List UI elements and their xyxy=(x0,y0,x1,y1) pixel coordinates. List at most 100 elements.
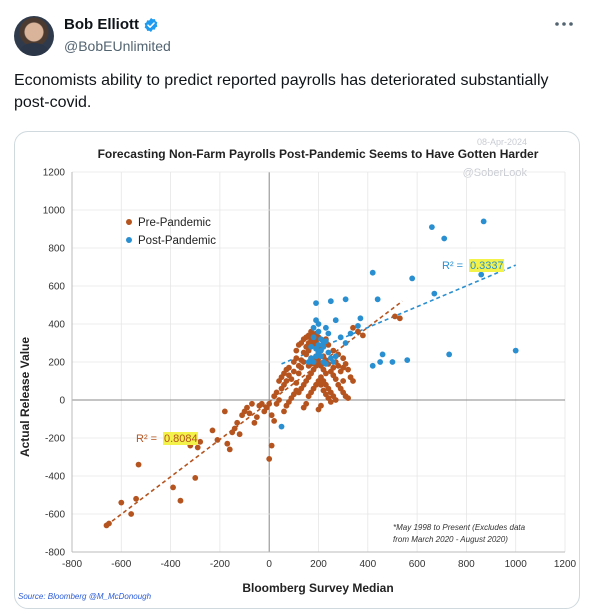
x-tick-label: 0 xyxy=(266,559,272,570)
post-pandemic-point xyxy=(357,315,364,322)
pre-pandemic-legend-label: Pre-Pandemic xyxy=(138,217,211,229)
post-pandemic-point xyxy=(446,351,453,358)
x-tick-label: 1000 xyxy=(505,559,528,570)
verified-badge-icon xyxy=(144,17,158,32)
x-tick-label: -600 xyxy=(111,559,131,570)
y-tick-label: 200 xyxy=(48,358,65,369)
pre-pandemic-point xyxy=(300,349,307,356)
pre-pandemic-point xyxy=(293,347,300,354)
post-pandemic-legend-label: Post-Pandemic xyxy=(138,235,216,247)
pre-pandemic-r2-prefix: R² = xyxy=(136,433,157,445)
more-options-icon[interactable] xyxy=(554,20,574,28)
y-tick-label: -600 xyxy=(45,510,65,521)
tweet-media-image[interactable]: Forecasting Non-Farm Payrolls Post-Pande… xyxy=(14,131,580,609)
pre-pandemic-point xyxy=(330,347,337,354)
pre-pandemic-point xyxy=(224,440,231,447)
post-pandemic-point xyxy=(377,359,384,365)
post-pandemic-point xyxy=(478,271,485,278)
pre-pandemic-point xyxy=(290,368,297,375)
pre-pandemic-point xyxy=(271,393,278,400)
post-pandemic-point xyxy=(374,296,381,303)
pre-pandemic-point xyxy=(340,355,347,362)
author-avatar[interactable] xyxy=(14,16,54,56)
post-pandemic-point xyxy=(409,275,416,282)
pre-pandemic-point xyxy=(106,520,112,527)
pre-pandemic-point xyxy=(332,397,339,403)
pre-pandemic-legend-marker xyxy=(126,219,132,225)
post-pandemic-point xyxy=(428,224,435,230)
pre-pandemic-point xyxy=(226,446,233,453)
pre-pandemic-point xyxy=(276,397,282,403)
post-pandemic-r2-value: 0.3337 xyxy=(470,260,504,272)
post-pandemic-point xyxy=(305,359,312,365)
pre-pandemic-point xyxy=(345,395,351,401)
post-pandemic-point xyxy=(431,290,438,297)
pre-pandemic-point xyxy=(197,438,204,445)
post-pandemic-r2-prefix: R² = xyxy=(442,260,463,272)
chart-source: Source: Bloomberg @M_McDonough xyxy=(18,592,152,601)
pre-pandemic-point xyxy=(234,419,241,426)
post-pandemic-legend-marker xyxy=(126,237,132,243)
post-pandemic-point xyxy=(355,323,361,329)
pre-pandemic-point xyxy=(303,400,310,407)
pre-pandemic-point xyxy=(281,408,287,415)
pre-pandemic-point xyxy=(258,400,265,407)
y-tick-label: 1200 xyxy=(43,168,66,179)
pre-pandemic-point xyxy=(327,399,334,405)
pre-pandemic-point xyxy=(318,402,324,409)
pre-pandemic-point xyxy=(350,324,356,331)
y-tick-label: -400 xyxy=(45,472,65,483)
pre-pandemic-point xyxy=(283,378,290,384)
post-pandemic-point xyxy=(325,330,332,337)
post-pandemic-point xyxy=(320,343,327,350)
pre-pandemic-point xyxy=(221,408,228,415)
pre-pandemic-point xyxy=(236,431,243,438)
post-pandemic-point xyxy=(441,235,448,242)
pre-pandemic-point xyxy=(332,376,339,382)
author-name-row: Bob Elliott xyxy=(64,16,159,33)
post-pandemic-point xyxy=(322,361,329,367)
pre-pandemic-point xyxy=(133,495,139,502)
x-tick-label: 200 xyxy=(310,559,327,570)
post-pandemic-point xyxy=(404,357,411,363)
y-axis-label: Actual Release Value xyxy=(18,337,32,457)
post-pandemic-point xyxy=(313,300,319,306)
x-tick-label: 400 xyxy=(359,559,376,570)
author-handle[interactable]: @BobEUnlimited xyxy=(64,38,171,54)
x-tick-label: 600 xyxy=(409,559,426,570)
pre-pandemic-r2-value: 0.8084 xyxy=(164,433,198,445)
author-name[interactable]: Bob Elliott xyxy=(64,16,139,33)
post-pandemic-point xyxy=(379,351,386,358)
pre-pandemic-point xyxy=(295,370,302,377)
post-pandemic-point xyxy=(278,423,285,430)
pre-pandemic-point xyxy=(342,361,349,367)
pre-pandemic-point xyxy=(177,497,184,504)
pre-pandemic-point xyxy=(231,425,238,432)
post-pandemic-point xyxy=(315,342,322,348)
pre-pandemic-point xyxy=(192,475,199,481)
y-tick-label: 600 xyxy=(48,282,65,293)
post-pandemic-point xyxy=(332,353,339,360)
post-pandemic-point xyxy=(332,317,339,324)
y-tick-label: -800 xyxy=(45,548,65,559)
post-pandemic-point xyxy=(308,343,315,350)
pre-pandemic-point xyxy=(268,442,275,449)
x-tick-label: -200 xyxy=(210,559,230,570)
x-axis-label: Bloomberg Survey Median xyxy=(242,581,393,595)
pre-pandemic-point xyxy=(251,419,258,426)
pre-pandemic-point xyxy=(340,378,347,384)
y-tick-label: 800 xyxy=(48,244,65,255)
pre-pandemic-point xyxy=(355,328,361,335)
pre-pandemic-point xyxy=(170,484,176,491)
chart-footnote-line-2: from March 2020 - August 2020) xyxy=(393,535,508,544)
post-pandemic-point xyxy=(347,330,354,337)
pre-pandemic-point xyxy=(194,444,201,451)
pre-pandemic-point xyxy=(318,381,324,388)
x-tick-label: 1200 xyxy=(554,559,577,570)
post-pandemic-point xyxy=(327,298,334,305)
x-tick-label: 800 xyxy=(458,559,475,570)
x-tick-label: -800 xyxy=(62,559,82,570)
tweet-header: Bob Elliott @BobEUnlimited xyxy=(14,12,576,60)
pre-pandemic-point xyxy=(322,370,329,377)
post-pandemic-point xyxy=(342,340,349,346)
